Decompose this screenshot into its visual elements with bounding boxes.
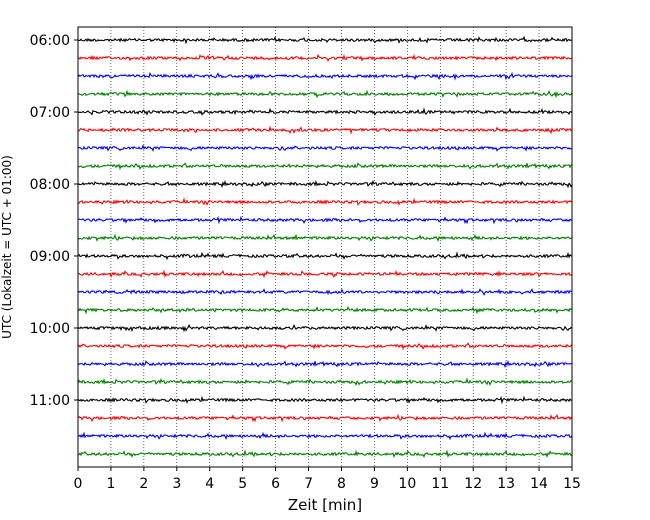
y-tick-label: 11:00 (30, 393, 70, 409)
y-tick-label: 10:00 (30, 321, 70, 337)
traces (77, 35, 573, 459)
trace-0930 (77, 288, 573, 296)
y-tick-label: 09:00 (30, 249, 70, 265)
trace-0700 (77, 107, 573, 116)
x-axis-label: Zeit [min] (288, 496, 362, 514)
x-tick-label: 3 (172, 476, 181, 492)
trace-1030 (77, 359, 573, 369)
trace-0730 (77, 144, 573, 152)
x-tick-label: 9 (370, 476, 379, 492)
x-tick-label: 8 (337, 476, 346, 492)
plot-frame (77, 26, 573, 468)
grid-lines (110, 27, 540, 467)
trace-0945 (77, 305, 573, 315)
x-tick-label: 7 (304, 476, 313, 492)
y-tick-label: 06:00 (30, 33, 70, 49)
x-tick-label: 13 (497, 476, 515, 492)
trace-0615 (77, 53, 573, 63)
trace-0600 (77, 35, 573, 45)
trace-1000 (77, 323, 573, 333)
trace-0630 (77, 71, 573, 81)
x-tick-label: 5 (238, 476, 247, 492)
y-tick-label: 08:00 (30, 177, 70, 193)
trace-0745 (77, 162, 573, 171)
trace-0800 (77, 179, 573, 189)
x-tick-label: 6 (271, 476, 280, 492)
x-tick-label: 15 (563, 476, 581, 492)
x-axis-ticks: 0 1 2 3 4 5 6 7 8 9 10 11 12 13 14 15 (74, 467, 581, 492)
trace-1100 (77, 395, 573, 405)
trace-0645 (77, 89, 573, 99)
x-tick-label: 2 (139, 476, 148, 492)
y-axis-label: UTC (Lokalzeit = UTC + 01:00) (0, 155, 14, 339)
x-tick-label: 1 (106, 476, 115, 492)
trace-0830 (77, 215, 573, 225)
x-tick-label: 11 (431, 476, 449, 492)
trace-0900 (77, 251, 573, 261)
x-tick-label: 12 (464, 476, 482, 492)
x-tick-label: 0 (74, 476, 83, 492)
x-tick-label: 4 (205, 476, 214, 492)
y-axis-ticks: 06:00 07:00 08:00 09:00 10:00 11:00 (30, 33, 78, 409)
trace-1045 (77, 377, 573, 387)
y-tick-label: 07:00 (30, 105, 70, 121)
x-tick-label: 14 (530, 476, 548, 492)
trace-1130 (77, 431, 573, 441)
trace-1145 (77, 449, 573, 459)
x-tick-label: 10 (398, 476, 416, 492)
trace-0845 (77, 233, 573, 243)
trace-0915 (77, 269, 573, 279)
trace-0715 (77, 125, 573, 135)
trace-0815 (77, 197, 573, 206)
trace-1115 (77, 413, 573, 423)
trace-1015 (77, 342, 573, 351)
